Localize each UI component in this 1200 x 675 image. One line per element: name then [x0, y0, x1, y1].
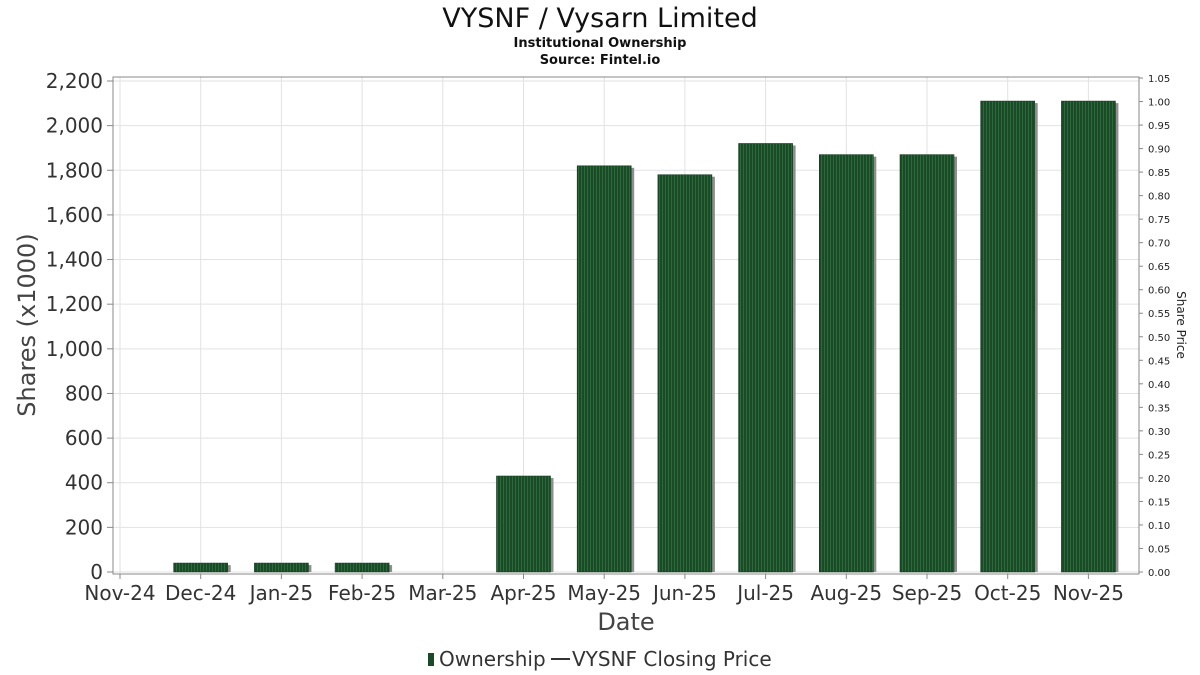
y-tick-label: 400	[65, 471, 103, 495]
y2-tick-label: 0.35	[1148, 403, 1170, 414]
legend: Ownership VYSNF Closing Price	[428, 647, 772, 671]
chart-source: Source: Fintel.io	[540, 53, 661, 68]
y2-tick-label: 0.05	[1148, 544, 1170, 555]
bar-ownership-May-25	[576, 165, 632, 573]
y2-tick-label: 0.55	[1148, 309, 1170, 320]
y-tick-label: 1,000	[46, 337, 103, 361]
bar-ownership-Dec-24	[173, 562, 228, 573]
y-tick-label: 2,000	[46, 114, 103, 138]
legend-ownership-swatch	[428, 653, 434, 666]
x-axis-ticks: Nov-24 Dec-24 Jan-25 Feb-25 Mar-25 Apr-25 May-…	[84, 574, 1124, 605]
y-tick-label: 1,800	[46, 158, 103, 182]
x-tick-label: Oct-25	[974, 581, 1041, 605]
y2-tick-label: 0.65	[1148, 262, 1170, 273]
x-tick-label: Sep-25	[892, 581, 962, 605]
y2-tick-label: 0.15	[1148, 497, 1170, 508]
y-axis-label: Shares (x1000)	[13, 233, 41, 416]
x-tick-label: Jun-25	[651, 581, 717, 605]
bar-ownership-Sep-25	[899, 154, 955, 573]
x-tick-label: Jan-25	[248, 581, 314, 605]
bar-ownership-Jun-25	[657, 174, 713, 573]
y-tick-label: 0	[90, 560, 103, 584]
plot-frame	[112, 76, 1140, 575]
y2-tick-label: 0.40	[1148, 380, 1170, 391]
legend-price-label: VYSNF Closing Price	[572, 647, 772, 671]
x-axis-label: Date	[597, 608, 654, 636]
y-tick-label: 800	[65, 381, 103, 405]
y2-axis-ticks: 0.00 0.05 0.10 0.15 0.20 0.25 0.30 0.35 0.40 0.45…	[1139, 74, 1170, 579]
bar-ownership-Nov-25	[1061, 100, 1116, 573]
y2-tick-label: 0.95	[1148, 121, 1170, 132]
bar-ownership-Jan-25	[254, 562, 309, 573]
x-tick-label: Aug-25	[810, 581, 882, 605]
y2-tick-label: 0.80	[1148, 192, 1170, 203]
y-tick-label: 2,200	[46, 69, 103, 93]
chart-title: VYSNF / Vysarn Limited	[442, 3, 757, 34]
y2-tick-label: 0.30	[1148, 427, 1170, 438]
y2-tick-label: 0.85	[1148, 168, 1170, 179]
x-tick-label: May-25	[567, 581, 641, 605]
x-tick-label: Apr-25	[491, 581, 557, 605]
y-tick-label: 200	[65, 515, 103, 539]
y2-tick-label: 0.50	[1148, 333, 1170, 344]
y-tick-label: 600	[65, 426, 103, 450]
bar-ownership-Apr-25	[496, 475, 551, 573]
legend-ownership-label: Ownership	[439, 647, 546, 671]
y2-tick-label: 0.45	[1148, 356, 1170, 367]
y2-axis-label: Share Price	[1174, 291, 1188, 359]
y-tick-label: 1,400	[46, 248, 103, 272]
y2-tick-label: 0.20	[1148, 474, 1170, 485]
x-tick-label: Mar-25	[408, 581, 477, 605]
bar-ownership-Aug-25	[818, 154, 874, 573]
y2-tick-label: 1.00	[1148, 98, 1170, 109]
x-tick-label: Nov-24	[84, 581, 155, 605]
y2-tick-label: 1.05	[1148, 74, 1170, 85]
y-tick-label: 1,600	[46, 203, 103, 227]
bar-layer	[173, 100, 1119, 573]
y2-tick-label: 0.25	[1148, 450, 1170, 461]
x-tick-label: Dec-24	[165, 581, 236, 605]
y2-tick-label: 0.70	[1148, 239, 1170, 250]
bar-ownership-Jul-25	[738, 143, 793, 573]
bar-ownership-Oct-25	[980, 100, 1036, 573]
y-tick-label: 1,200	[46, 292, 103, 316]
bar-ownership-Feb-25	[334, 562, 390, 573]
y-axis-ticks: 0 200 400 600 800 1,000 1,200 1,400 1,600 1,800 2,…	[46, 69, 113, 584]
x-tick-label: Jul-25	[735, 581, 794, 605]
y2-tick-label: 0.90	[1148, 145, 1170, 156]
x-tick-label: Nov-25	[1053, 581, 1124, 605]
y2-tick-label: 0.75	[1148, 215, 1170, 226]
y2-tick-label: 0.60	[1148, 286, 1170, 297]
x-tick-label: Feb-25	[328, 581, 396, 605]
y2-tick-label: 0.10	[1148, 521, 1170, 532]
chart-subtitle: Institutional Ownership	[514, 36, 687, 51]
y2-tick-label: 0.00	[1148, 568, 1170, 579]
